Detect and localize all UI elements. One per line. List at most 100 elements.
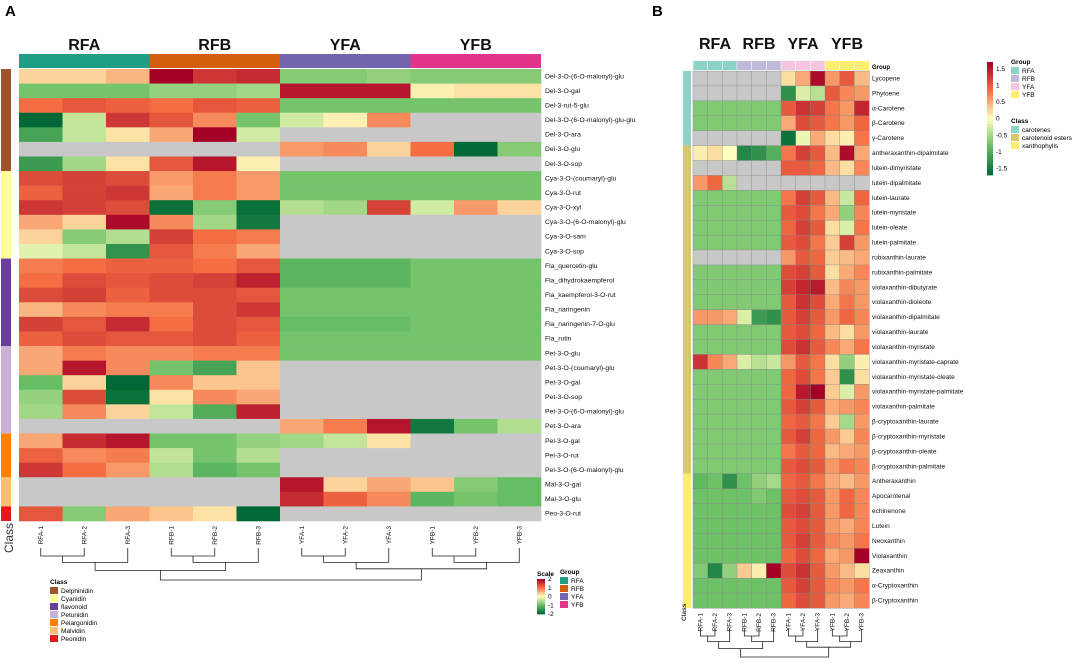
heatmap-cell — [722, 413, 738, 430]
scale-swatch — [537, 579, 545, 582]
heatmap-cell — [454, 171, 498, 186]
heatmap-cell — [19, 346, 63, 361]
heatmap-cell — [280, 258, 324, 274]
heatmap-cell — [367, 287, 411, 303]
heatmap-cell — [323, 448, 368, 463]
class-sidebar-segment — [683, 473, 691, 608]
heatmap-cell — [193, 69, 237, 84]
heatmap-cell — [410, 214, 455, 230]
heatmap-cell — [367, 171, 411, 186]
heatmap-cell — [367, 141, 411, 157]
row-label: Pet-3-O-sop — [545, 394, 582, 401]
heatmap-cell — [280, 127, 324, 143]
heatmap-cell — [280, 418, 324, 434]
heatmap-cell — [62, 360, 107, 376]
heatmap-cell — [19, 404, 63, 420]
heatmap-cell — [736, 324, 753, 341]
heatmap-cell — [707, 205, 723, 221]
heatmap-cell — [149, 302, 194, 318]
heatmap-cell — [707, 398, 723, 415]
heatmap-cell — [106, 171, 150, 186]
class-a-legend-swatch — [50, 627, 58, 634]
scale-swatch — [987, 64, 993, 69]
heatmap-cell — [810, 324, 826, 341]
heatmap-cell — [62, 433, 107, 449]
dendrogram-branch — [323, 548, 390, 563]
scale-tick-label: -1 — [996, 149, 1002, 156]
group-bar-RFB — [149, 54, 280, 68]
heatmap-cell — [736, 279, 753, 296]
heatmap-cell — [367, 360, 411, 376]
heatmap-cell — [839, 219, 855, 236]
heatmap-cell — [410, 389, 455, 405]
heatmap-cell — [795, 503, 811, 520]
heatmap-cell — [766, 354, 782, 370]
heatmap-cell — [149, 127, 194, 143]
heatmap-cell — [62, 214, 107, 230]
heatmap-cell — [824, 175, 841, 191]
heatmap-cell — [839, 234, 855, 251]
heatmap-cell — [722, 234, 738, 251]
heatmap-cell — [323, 229, 368, 245]
heatmap-cell — [106, 448, 150, 463]
heatmap-cell — [149, 141, 194, 157]
group-b-legend-label: RFA — [1022, 68, 1035, 75]
heatmap-cell — [367, 112, 411, 128]
heatmap-cell — [824, 234, 841, 251]
class-a-legend-swatch — [50, 595, 58, 602]
heatmap-cell — [62, 127, 107, 143]
heatmap-cell — [280, 243, 324, 259]
heatmap-cell — [193, 360, 237, 376]
heatmap-cell — [751, 145, 767, 161]
class-a-legend-label: Pelargonidin — [61, 620, 98, 627]
heatmap-cell — [722, 369, 738, 385]
heatmap-cell — [824, 339, 841, 355]
heatmap-cell — [149, 98, 194, 114]
heatmap-cell — [149, 331, 194, 347]
row-label: Pel-3-O-gal — [545, 438, 580, 445]
scale-swatch — [537, 602, 545, 604]
heatmap-cell — [193, 506, 237, 522]
heatmap-cell — [497, 98, 542, 114]
heatmap-cell — [751, 369, 767, 385]
scale-swatch — [537, 601, 545, 604]
heatmap-cell — [323, 375, 368, 391]
scale-swatch — [537, 606, 545, 608]
heatmap-cell — [736, 160, 753, 176]
heatmap-cell — [193, 316, 237, 332]
heatmap-cell — [497, 171, 542, 186]
heatmap-cell — [280, 156, 324, 172]
heatmap-cell — [780, 592, 797, 609]
heatmap-cell — [497, 506, 542, 522]
scale-swatch — [987, 166, 993, 170]
heatmap-cell — [367, 389, 411, 405]
heatmap-cell — [722, 70, 738, 87]
row-label: Pet-3-O-(6-O-malonyl)-glu — [545, 409, 624, 416]
heatmap-cell — [106, 302, 150, 318]
heatmap-cell — [454, 433, 498, 449]
heatmap-cell — [751, 428, 767, 445]
heatmap-cell — [707, 503, 723, 520]
heatmap-cell — [722, 384, 738, 400]
heatmap-cell — [62, 506, 107, 522]
heatmap-cell — [824, 324, 841, 341]
heatmap-cell — [62, 418, 107, 434]
heatmap-cell — [751, 473, 767, 490]
heatmap-cell — [751, 309, 767, 326]
heatmap-cell — [766, 190, 782, 206]
heatmap-cell — [722, 473, 738, 490]
heatmap-cell — [707, 413, 723, 430]
scale-swatch — [537, 586, 545, 589]
heatmap-cell — [62, 171, 107, 186]
heatmap-cell — [839, 279, 855, 296]
heatmap-cell — [62, 462, 107, 478]
heatmap-cell — [367, 83, 411, 99]
heatmap-cell — [736, 205, 753, 221]
heatmap-cell — [62, 331, 107, 347]
heatmap-cell — [780, 533, 797, 549]
heatmap-cell — [839, 488, 855, 505]
heatmap-cell — [236, 258, 281, 274]
heatmap-cell — [839, 473, 855, 490]
heatmap-cell — [193, 287, 237, 303]
group-b-legend-swatch — [1011, 75, 1019, 82]
